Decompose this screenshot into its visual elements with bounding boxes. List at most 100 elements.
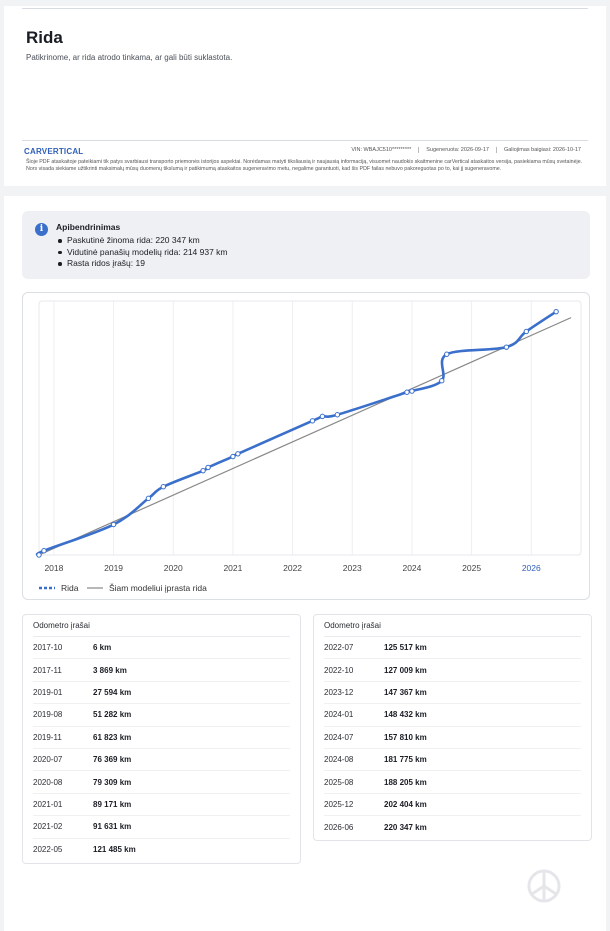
table-row: 2022-05 121 485 km — [33, 839, 290, 861]
table-row: 2026-06 220 347 km — [324, 816, 581, 838]
mileage-point — [235, 451, 241, 457]
mileage-chart-svg: 2018 2019 2020 2021 2022 2023 2024 2025 2026 Rida… — [35, 300, 582, 593]
row-value: 181 775 km — [384, 755, 427, 765]
row-value: 6 km — [93, 643, 112, 653]
table-title: Odometro įrašai — [324, 615, 581, 637]
page-title: Rida — [26, 28, 63, 47]
table-row: 2024-08 181 775 km — [324, 749, 581, 772]
table-row: 2022-10 127 009 km — [324, 659, 581, 682]
x-tick-label: 2020 — [164, 563, 183, 573]
row-value: 89 171 km — [93, 799, 132, 809]
table-row: 2017-11 3 869 km — [33, 659, 290, 682]
mileage-point — [200, 467, 206, 474]
mileage-point — [503, 344, 510, 350]
mileage-point — [439, 378, 445, 384]
x-tick-label: 2019 — [104, 563, 123, 573]
table-row: 2019-08 51 282 km — [33, 704, 290, 727]
row-date: 2021-01 — [33, 799, 63, 809]
row-value: 91 631 km — [93, 822, 132, 832]
row-date: 2023-12 — [324, 687, 354, 697]
row-date: 2017-10 — [33, 643, 63, 653]
table-row: 2020-07 76 369 km — [33, 749, 290, 772]
table-row: 2021-01 89 171 km — [33, 794, 290, 817]
summary-item: Paskutinė žinoma rida: 220 347 km — [56, 235, 228, 247]
mileage-point — [160, 484, 167, 490]
mileage-point — [230, 453, 236, 460]
row-date: 2017-11 — [33, 665, 62, 675]
table-row: 2025-08 188 205 km — [324, 771, 581, 794]
odometer-table-right: Odometro įrašai 2022-07 125 517 km 2022-10… — [313, 614, 592, 841]
x-tick-label: 2023 — [343, 563, 362, 573]
mileage-point — [319, 413, 326, 420]
mileage-point — [309, 418, 316, 424]
valid-until-date: Galiojimas baigiasi: 2026-10-17 — [495, 147, 588, 153]
disclaimer-text: Šioje PDF ataskaitoje pateikiami tik pat… — [26, 159, 583, 172]
summary-item: Rasta ridos įrašų: 19 — [56, 258, 228, 270]
vin-label: VIN: WBAJC510********* — [351, 147, 412, 153]
report-header-card: Rida Patikrinome, ar rida atrodo tinkama… — [4, 6, 606, 186]
row-date: 2024-01 — [324, 710, 354, 720]
row-date: 2026-06 — [324, 822, 354, 832]
plot-frame — [38, 300, 582, 556]
mileage-point — [36, 552, 42, 558]
mileage-line — [35, 310, 558, 557]
summary-list: Paskutinė žinoma rida: 220 347 km Viduti… — [56, 235, 228, 270]
table-row: 2019-11 61 823 km — [33, 727, 290, 749]
row-value: 220 347 km — [384, 822, 427, 832]
mileage-point — [145, 495, 152, 502]
row-value: 148 432 km — [384, 710, 427, 720]
report-meta: VIN: WBAJC510********* Sugeneruota: 2026… — [344, 147, 588, 153]
row-value: 121 485 km — [93, 845, 136, 855]
x-tick-label: 2026 — [522, 563, 541, 573]
row-date: 2019-01 — [33, 687, 63, 697]
row-date: 2022-05 — [33, 845, 63, 855]
row-value: 79 309 km — [93, 777, 132, 787]
row-date: 2019-11 — [33, 732, 62, 742]
row-value: 27 594 km — [93, 687, 132, 697]
table-row: 2024-01 148 432 km — [324, 704, 581, 727]
row-value: 157 810 km — [384, 732, 427, 742]
table-row: 2023-12 147 367 km — [324, 682, 581, 705]
x-tick-label: 2018 — [44, 563, 63, 573]
row-date: 2019-08 — [33, 710, 63, 720]
mileage-point — [444, 351, 450, 357]
table-row: 2019-01 27 594 km — [33, 682, 290, 705]
summary-item: Vidutinė panašių modelių rida: 214 937 k… — [56, 247, 228, 259]
row-value: 51 282 km — [93, 710, 132, 720]
info-icon: i — [35, 223, 48, 236]
table-row: 2020-08 79 309 km — [33, 771, 290, 794]
row-value: 127 009 km — [384, 665, 427, 675]
row-date: 2025-08 — [324, 777, 354, 787]
table-row: 2025-12 202 404 km — [324, 794, 581, 817]
mileage-point — [205, 464, 211, 471]
mileage-chart: 2018 2019 2020 2021 2022 2023 2024 2025 2026 Rida… — [22, 292, 590, 600]
row-date: 2025-12 — [324, 799, 354, 809]
mileage-point — [110, 521, 117, 528]
row-value: 147 367 km — [384, 687, 427, 697]
row-date: 2024-08 — [324, 755, 354, 765]
typical-mileage-line — [38, 317, 572, 556]
row-value: 125 517 km — [384, 643, 427, 653]
legend-label-typical: Šiam modeliui įprasta rida — [109, 583, 207, 593]
row-value: 188 205 km — [384, 777, 427, 787]
divider — [22, 8, 588, 9]
odometer-table-left: Odometro įrašai 2017-10 6 km 2017-11 3 869 … — [22, 614, 301, 864]
table-row: 2017-10 6 km — [33, 637, 290, 660]
x-tick-label: 2022 — [283, 563, 302, 573]
mileage-card: i Apibendrinimas Paskutinė žinoma rida: … — [4, 196, 606, 931]
mileage-point — [404, 389, 410, 395]
row-date: 2022-07 — [324, 643, 354, 653]
mileage-point — [523, 328, 530, 335]
summary-box: i Apibendrinimas Paskutinė žinoma rida: … — [22, 211, 590, 279]
summary-title: Apibendrinimas — [56, 222, 121, 232]
row-date: 2022-10 — [324, 665, 354, 675]
table-row: 2021-02 91 631 km — [33, 816, 290, 839]
row-value: 202 404 km — [384, 799, 427, 809]
row-value: 3 869 km — [93, 665, 127, 675]
mileage-point — [41, 548, 47, 554]
page-subtitle: Patikrinome, ar rida atrodo tinkama, ar … — [26, 53, 233, 62]
row-date: 2020-07 — [33, 755, 63, 765]
generated-date: Sugeneruota: 2026-09-17 — [418, 147, 496, 153]
row-value: 61 823 km — [93, 732, 132, 742]
x-tick-label: 2025 — [462, 563, 481, 573]
